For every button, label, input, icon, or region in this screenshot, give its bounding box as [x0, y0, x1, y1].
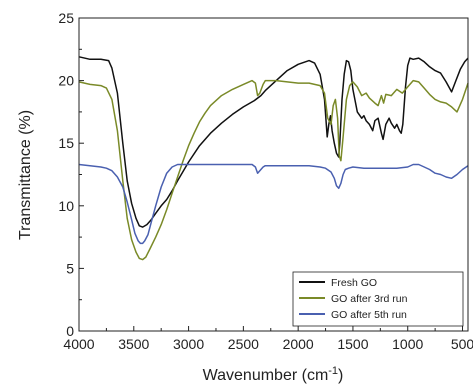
y-axis-label: Transmittance (%): [17, 110, 34, 240]
series-line-2: [78, 79, 469, 261]
x-axis-label-close: ): [338, 367, 343, 384]
x-tick-label: 1000: [392, 336, 423, 352]
legend-label-2: GO after 3rd run: [331, 293, 408, 305]
y-tick-label: 5: [66, 260, 74, 276]
y-tick-label: 0: [66, 323, 74, 339]
x-axis-label-main: Wavenumber (cm: [203, 367, 329, 384]
axis-layer: 4000 3500 3000 2500 2000 1500 1000 500 0 5 10 15 20 2…: [58, 10, 473, 352]
x-axis-label-superscript: -1: [328, 365, 338, 377]
y-tick-label: 25: [58, 10, 74, 26]
x-tick-label: 1500: [337, 336, 368, 352]
x-tick-label: 2500: [228, 336, 259, 352]
x-tick-label: 4000: [63, 336, 94, 352]
x-tick-label: 3000: [173, 336, 204, 352]
series-line-1: [78, 56, 469, 228]
y-tick-label: 15: [58, 135, 74, 151]
x-tick-label: 3500: [118, 336, 149, 352]
legend-label-1: Fresh GO: [331, 277, 377, 289]
y-tick-label: 10: [58, 198, 74, 214]
legend-label-3: GO after 5th run: [331, 309, 407, 321]
legend-items: Fresh GO GO after 3rd run GO after 5th run: [299, 277, 408, 321]
series-line-3: [78, 163, 469, 245]
legend: Fresh GO GO after 3rd run GO after 5th run: [292, 271, 464, 327]
x-tick-label: 2000: [283, 336, 314, 352]
x-axis-label: Wavenumber (cm-1): [203, 365, 344, 384]
y-tick-label: 20: [58, 73, 74, 89]
x-tick-label: 500: [451, 336, 473, 352]
plot-layer: [78, 56, 469, 261]
